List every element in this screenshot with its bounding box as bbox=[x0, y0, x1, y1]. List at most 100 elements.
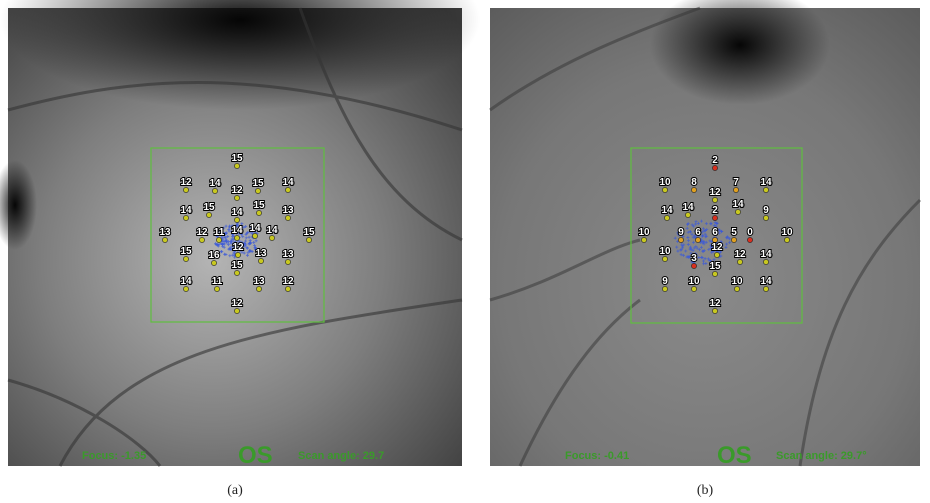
stimulus-value: 14 bbox=[266, 225, 278, 236]
stimulus-value: 0 bbox=[747, 227, 753, 238]
stimulus-dot bbox=[763, 259, 768, 264]
stimulus-value: 10 bbox=[659, 246, 671, 257]
stimulus-dot bbox=[735, 209, 740, 214]
stimulus-dot bbox=[234, 217, 239, 222]
stimulus-value: 2 bbox=[712, 205, 718, 216]
scan-angle: Scan angle: 29.7° bbox=[776, 450, 867, 462]
stimulus-dot bbox=[691, 187, 696, 192]
stimulus-dot bbox=[733, 187, 738, 192]
stimulus-value: 12 bbox=[282, 276, 294, 287]
focus: Focus: -0.41 bbox=[565, 450, 629, 462]
stimulus-value: 14 bbox=[249, 223, 261, 234]
stimulus-value: 5 bbox=[731, 227, 737, 238]
stimulus-dot bbox=[712, 215, 717, 220]
stimulus-dot bbox=[234, 163, 239, 168]
stimulus-dot bbox=[678, 237, 683, 242]
stimulus-dot bbox=[685, 212, 690, 217]
stimulus-dot bbox=[691, 286, 696, 291]
stimulus-value: 15 bbox=[709, 261, 721, 272]
stimulus-value: 14 bbox=[682, 202, 694, 213]
scan-angle: Scan angle: 29.7 bbox=[298, 450, 384, 462]
stimulus-dot bbox=[714, 252, 719, 257]
stimulus-value: 14 bbox=[661, 205, 673, 216]
stimulus-value: 12 bbox=[231, 298, 243, 309]
stimulus-value: 12 bbox=[231, 185, 243, 196]
stimulus-value: 13 bbox=[255, 248, 267, 259]
stimulus-value: 11 bbox=[214, 227, 225, 238]
stimulus-dot bbox=[211, 260, 216, 265]
stimulus-value: 14 bbox=[760, 177, 772, 188]
stimulus-dot bbox=[212, 188, 217, 193]
stimulus-value: 12 bbox=[709, 298, 721, 309]
eye: OS bbox=[238, 442, 273, 469]
figure: 1512141215141415141513131211141414151516… bbox=[0, 0, 930, 503]
stimulus-dot bbox=[256, 210, 261, 215]
stimulus-dot bbox=[712, 165, 717, 170]
stimulus-dot bbox=[695, 237, 700, 242]
stimulus-dot bbox=[256, 286, 261, 291]
stimulus-dot bbox=[763, 286, 768, 291]
stimulus-value: 3 bbox=[691, 253, 697, 264]
stimulus-dot bbox=[234, 308, 239, 313]
stimulus-value: 8 bbox=[691, 177, 697, 188]
stimulus-value: 14 bbox=[180, 276, 192, 287]
stimulus-dot bbox=[216, 237, 221, 242]
stimulus-value: 14 bbox=[760, 249, 772, 260]
stimulus-dot bbox=[234, 195, 239, 200]
stimulus-value: 15 bbox=[180, 246, 192, 257]
stimulus-dot bbox=[662, 286, 667, 291]
stimulus-value: 6 bbox=[712, 227, 718, 238]
stimulus-dot bbox=[734, 286, 739, 291]
stimulus-value: 13 bbox=[282, 249, 294, 260]
stimulus-dot bbox=[234, 270, 239, 275]
stimulus-dot bbox=[641, 237, 646, 242]
stimulus-value: 15 bbox=[231, 260, 243, 271]
stimulus-value: 14 bbox=[231, 225, 243, 236]
stimulus-value: 13 bbox=[159, 227, 171, 238]
stimulus-dot bbox=[664, 215, 669, 220]
stimulus-value: 16 bbox=[208, 250, 220, 261]
stimulus-value: 11 bbox=[212, 276, 223, 287]
stimulus-value: 7 bbox=[733, 177, 739, 188]
stimulus-value: 13 bbox=[282, 205, 294, 216]
stimulus-value: 9 bbox=[678, 227, 684, 238]
stimulus-dot bbox=[285, 187, 290, 192]
stimulus-dot bbox=[234, 235, 239, 240]
stimulus-value: 12 bbox=[232, 242, 244, 253]
stimulus-dot bbox=[206, 212, 211, 217]
stimulus-dot bbox=[712, 271, 717, 276]
stimulus-value: 10 bbox=[638, 227, 650, 238]
stimulus-value: 10 bbox=[659, 177, 671, 188]
stimulus-dot bbox=[285, 259, 290, 264]
stimulus-value: 12 bbox=[196, 227, 208, 238]
focus: Focus: -1.35 bbox=[82, 450, 146, 462]
stimulus-dot bbox=[737, 259, 742, 264]
stimulus-value: 9 bbox=[763, 205, 769, 216]
stimulus-value: 14 bbox=[231, 207, 243, 218]
stimulus-value: 15 bbox=[253, 200, 265, 211]
stimulus-dot bbox=[763, 187, 768, 192]
stimulus-value: 14 bbox=[732, 199, 744, 210]
stimulus-value: 12 bbox=[180, 177, 192, 188]
stimulus-dot bbox=[662, 187, 667, 192]
stimulus-dot bbox=[183, 256, 188, 261]
stimulus-dot bbox=[269, 235, 274, 240]
stimulus-dot bbox=[285, 286, 290, 291]
stimulus-value: 14 bbox=[180, 205, 192, 216]
stimulus-value: 9 bbox=[662, 276, 668, 287]
stimulus-value: 6 bbox=[695, 227, 701, 238]
stimulus-value: 12 bbox=[734, 249, 746, 260]
stimulus-value: 2 bbox=[712, 155, 718, 166]
stimulus-dot bbox=[691, 263, 696, 268]
stimulus-value: 15 bbox=[231, 153, 243, 164]
stimulus-value: 14 bbox=[760, 276, 772, 287]
stimulus-value: 14 bbox=[209, 178, 221, 189]
stimulus-dot bbox=[183, 215, 188, 220]
stimulus-dot bbox=[712, 197, 717, 202]
page: 1512141215141415141513131211141414151516… bbox=[0, 0, 930, 503]
stimulus-dot bbox=[252, 233, 257, 238]
stimulus-value: 13 bbox=[253, 276, 265, 287]
eye: OS bbox=[717, 442, 752, 469]
stimulus-dot bbox=[183, 286, 188, 291]
stimulus-dot bbox=[183, 187, 188, 192]
